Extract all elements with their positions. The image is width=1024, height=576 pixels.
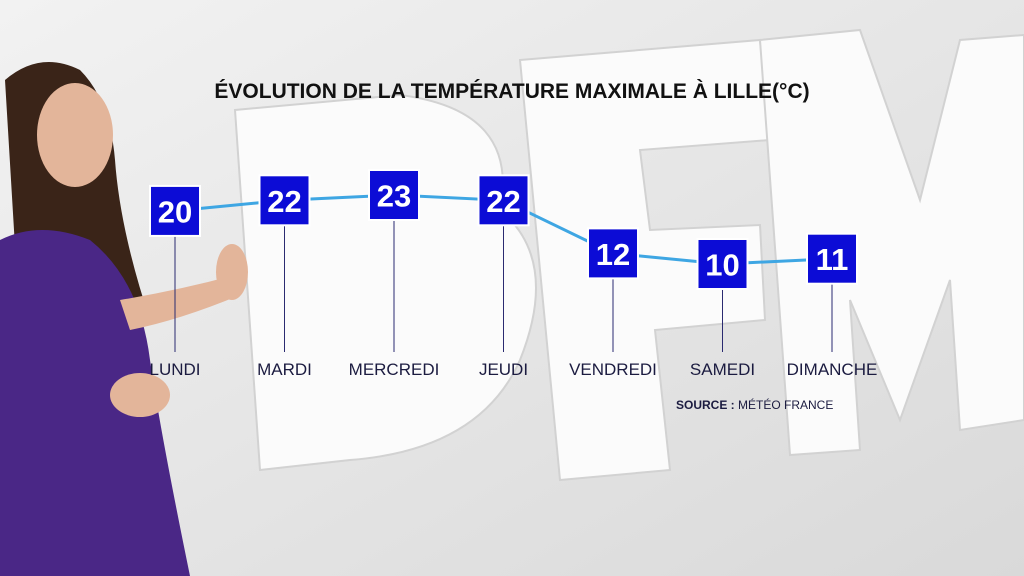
value-label: 11 — [816, 242, 849, 277]
presenter — [0, 62, 248, 576]
value-label: 12 — [596, 237, 630, 272]
value-label: 23 — [377, 179, 411, 214]
value-box — [368, 169, 420, 221]
value-box — [696, 238, 749, 290]
x-tick-label: DIMANCHE — [787, 360, 878, 379]
source: SOURCE : MÉTÉO FRANCE — [676, 397, 833, 412]
chart-title: ÉVOLUTION DE LA TEMPÉRATURE MAXIMALE À L… — [214, 80, 809, 103]
value-box — [477, 174, 530, 227]
value-label: 22 — [486, 184, 520, 219]
value-box — [258, 174, 311, 227]
background-logo — [233, 28, 1024, 482]
plot: LUNDI MARDI MERCREDI JEUDI VENDREDI SAMEDI DIM… — [149, 169, 878, 379]
value-label: 22 — [267, 184, 301, 219]
value-box — [806, 232, 858, 285]
x-tick-label: JEUDI — [479, 360, 528, 379]
x-tick-label: VENDREDI — [569, 360, 657, 379]
value-label: 10 — [705, 248, 739, 283]
value-box — [149, 184, 201, 237]
value-box — [587, 227, 639, 280]
value-label: 20 — [158, 194, 192, 229]
x-tick-label: MERCREDI — [349, 360, 440, 379]
source-label: SOURCE : — [676, 398, 735, 412]
x-tick-label: LUNDI — [149, 360, 200, 379]
source-text: MÉTÉO FRANCE — [738, 397, 833, 412]
x-tick-label: MARDI — [257, 360, 312, 379]
x-tick-label: SAMEDI — [690, 360, 755, 379]
